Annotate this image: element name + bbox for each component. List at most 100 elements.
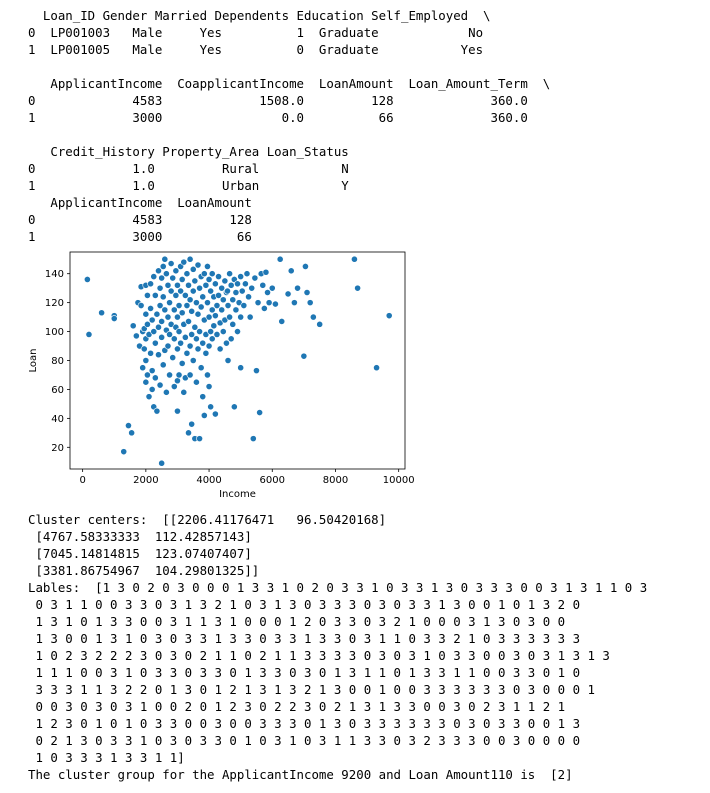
- scatter-point: [224, 302, 232, 309]
- scatter-point: [155, 323, 162, 331]
- scatter-point: [264, 289, 271, 296]
- scatter-point: [159, 293, 167, 301]
- scatter-point: [174, 281, 181, 289]
- scatter-point: [240, 302, 248, 309]
- scatter-point: [151, 292, 159, 299]
- scatter-point: [272, 300, 279, 308]
- scatter-point: [120, 448, 128, 456]
- scatter-point: [243, 270, 251, 278]
- scatter-point: [309, 313, 317, 321]
- scatter-point: [237, 364, 245, 372]
- scatter-point: [137, 302, 145, 309]
- scatter-point: [180, 258, 188, 266]
- scatter-point: [242, 280, 249, 288]
- scatter-point: [178, 359, 186, 367]
- scatter-plot: 20 40 60 80 100 120 140 0 2000 4000 6000 8000 10000…: [28, 251, 415, 500]
- scatter-point: [196, 328, 203, 335]
- scatter-point: [385, 312, 393, 320]
- df-line: 0 LP001003 Male Yes 1 Graduate No: [28, 25, 484, 40]
- scatter-point: [147, 280, 154, 288]
- scatter-point: [166, 371, 173, 379]
- scatter-point: [237, 313, 245, 321]
- scatter-point: [211, 410, 219, 418]
- scatter-point: [144, 292, 151, 299]
- scatter-point: [205, 313, 213, 321]
- scatter-point: [98, 309, 106, 317]
- x-ticks: 0 2000 4000 6000 8000 10000: [79, 469, 415, 486]
- scatter-point: [202, 281, 210, 289]
- scatter-point: [147, 305, 154, 312]
- scatter-point: [200, 412, 208, 419]
- scatter-point: [188, 420, 196, 428]
- scatter-point: [262, 268, 270, 276]
- scatter-point: [224, 357, 232, 364]
- scatter-point: [139, 364, 147, 372]
- scatter-point: [226, 270, 233, 278]
- scatter-point: [170, 306, 178, 314]
- scatter-point: [148, 367, 156, 375]
- labels-line: 1 1 1 0 0 3 1 0 3 3 0 3 3 0 1 3 3 0 3 0 …: [28, 665, 581, 680]
- scatter-point: [200, 270, 208, 278]
- scatter-point: [170, 335, 178, 343]
- scatter-point: [174, 313, 181, 321]
- scatter-point: [232, 306, 240, 314]
- scatter-point: [205, 342, 213, 350]
- scatter-point: [174, 345, 181, 353]
- scatter-point: [373, 364, 380, 372]
- scatter-point: [265, 299, 273, 307]
- scatter-point: [150, 273, 158, 280]
- df-line: 0 1.0 Rural N: [28, 161, 349, 176]
- scatter-point: [150, 328, 158, 335]
- y-tick-label: 120: [45, 298, 64, 309]
- dataframe-head-part1: Loan_ID Gender Married Dependents Educat…: [28, 7, 491, 58]
- scatter-point: [156, 302, 164, 309]
- scatter-point: [186, 342, 194, 350]
- y-tick-label: 100: [45, 327, 64, 338]
- scatter-point: [175, 371, 183, 379]
- scatter-point: [193, 335, 200, 343]
- scatter-point: [300, 352, 308, 360]
- scatter-point: [151, 374, 159, 382]
- data-points: [83, 255, 393, 467]
- scatter-point: [227, 335, 235, 343]
- scatter-point: [177, 339, 185, 347]
- y-tick-label: 20: [51, 443, 64, 454]
- scatter-point: [132, 332, 140, 340]
- scatter-point: [223, 339, 230, 347]
- scatter-point: [254, 299, 262, 307]
- scatter-point: [181, 292, 189, 299]
- scatter-point: [253, 367, 260, 375]
- scatter-point: [177, 287, 185, 295]
- scatter-point: [276, 255, 284, 263]
- df-line: 1 1.0 Urban Y: [28, 178, 349, 193]
- scatter-point: [178, 276, 186, 283]
- scatter-point: [170, 383, 178, 390]
- centers-line: [3381.86754967 104.29801325]]: [28, 563, 260, 578]
- scatter-point: [169, 354, 177, 362]
- scatter-point: [169, 274, 177, 282]
- scatter-point: [316, 320, 324, 328]
- scatter-point: [205, 383, 213, 390]
- scatter-point: [249, 435, 257, 443]
- scatter-point: [159, 263, 167, 270]
- scatter-point: [219, 328, 227, 335]
- df-line: 0 4583 1508.0 128 360.0: [28, 93, 528, 108]
- x-tick-label: 6000: [260, 475, 285, 486]
- scatter-point: [208, 306, 216, 314]
- scatter-point: [193, 378, 200, 386]
- scatter-point: [174, 377, 181, 385]
- scatter-point: [197, 364, 205, 372]
- scatter-point: [207, 328, 215, 335]
- plot-frame: [69, 251, 406, 470]
- df-line: ApplicantIncome CoapplicantIncome LoanAm…: [28, 76, 551, 91]
- df-line: 1 3000 0.0 66 360.0: [28, 110, 528, 125]
- scatter-point: [268, 284, 276, 292]
- cluster-output: Cluster centers: [[2206.41176471 96.5042…: [28, 511, 647, 783]
- scatter-point: [196, 435, 203, 443]
- scatter-point: [125, 422, 132, 429]
- df-line: 0 4583 128: [28, 212, 252, 227]
- scatter-point: [172, 292, 180, 299]
- scatter-point: [189, 357, 197, 364]
- scatter-point: [221, 277, 229, 285]
- scatter-point: [290, 299, 298, 307]
